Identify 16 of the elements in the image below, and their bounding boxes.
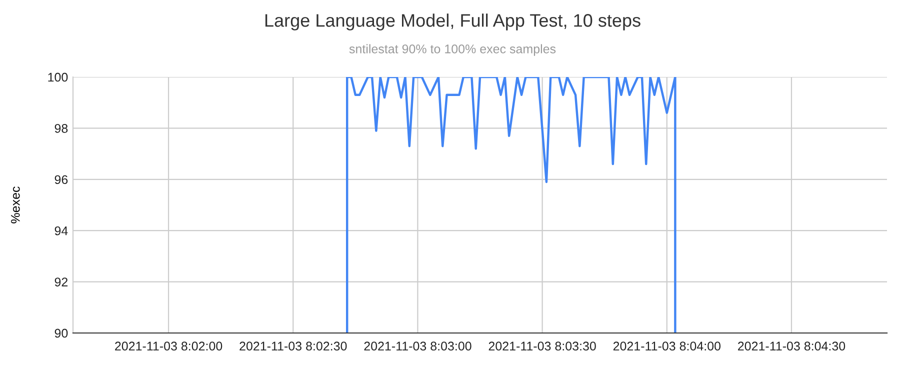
- x-tick-label: 2021-11-03 8:02:00: [115, 342, 222, 351]
- x-tick-label: 2021-11-03 8:04:00: [613, 342, 721, 351]
- y-tick-label: 92: [54, 278, 68, 286]
- y-tick-label: 94: [54, 226, 68, 236]
- line-series: [346, 77, 676, 333]
- y-axis-title: %exec: [11, 186, 20, 224]
- chart-title: Large Language Model, Full App Test, 10 steps: [265, 14, 640, 30]
- x-tick-label: 2021-11-03 8:02:30: [240, 342, 347, 351]
- chart-subtitle: sntilestat 90% to 100% exec samples: [349, 44, 556, 56]
- x-tick-label: 2021-11-03 8:04:30: [738, 342, 846, 351]
- y-tick-label: 90: [54, 328, 68, 338]
- x-tick-label: 2021-11-03 8:03:00: [364, 342, 472, 351]
- y-tick-label: 96: [54, 175, 68, 184]
- y-tick-label: 98: [54, 124, 68, 133]
- y-tick-label: 100: [48, 72, 68, 82]
- x-tick-label: 2021-11-03 8:03:30: [488, 342, 596, 351]
